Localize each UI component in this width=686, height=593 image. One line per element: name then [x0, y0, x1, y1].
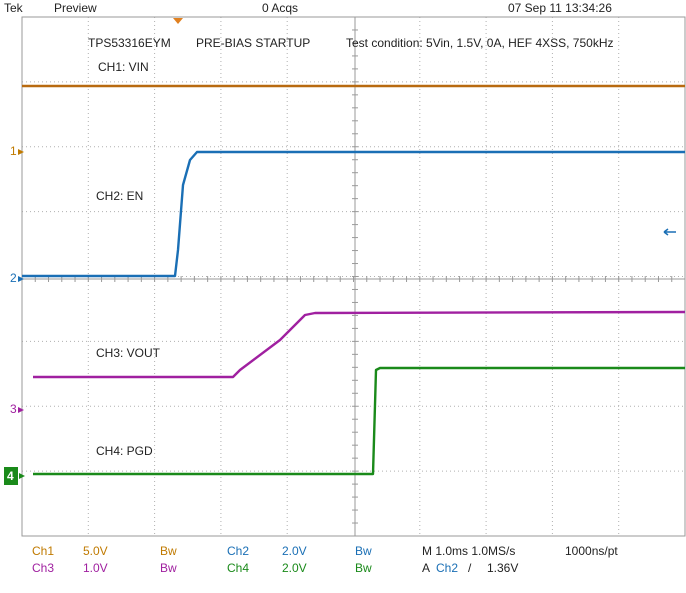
ch3-trace [33, 310, 686, 379]
ch2-marker: 2 [10, 271, 17, 285]
readout-item: / [468, 561, 472, 575]
ch1-label: CH1: VIN [98, 60, 149, 74]
readout-item: Ch2 [436, 561, 458, 575]
trigger-level [663, 228, 676, 236]
ch2-label: CH2: EN [96, 189, 143, 203]
readout-item: 1000ns/pt [565, 544, 618, 558]
readout-item: M 1.0ms 1.0MS/s [422, 544, 515, 558]
readout-item: 2.0V [282, 561, 307, 575]
readout-item: A [422, 561, 430, 575]
readout-item: Bw [355, 561, 372, 575]
ch4-marker-box [4, 467, 18, 485]
readout-item: Bw [160, 544, 177, 558]
mode: Preview [54, 1, 97, 15]
readout-item: Bw [160, 561, 177, 575]
ch4-arrow [19, 473, 25, 479]
readout-item: Ch2 [227, 544, 249, 558]
ch2-arrow [18, 276, 24, 282]
trigger-position [173, 18, 183, 24]
readout: Ch1 5.0V Bw Ch2 2.0V Bw M 1.0ms 1.0MS/s 1000ns/… [32, 544, 618, 575]
ch4-marker: 4 [7, 469, 14, 483]
device-label: TPS53316EYM [88, 36, 171, 50]
ch1-arrow [18, 149, 24, 155]
ch1-marker: 1 [10, 144, 17, 158]
readout-item: Ch4 [227, 561, 249, 575]
readout-item: 2.0V [282, 544, 307, 558]
brand: Tek [4, 1, 24, 15]
timestamp: 07 Sep 11 13:34:26 [508, 1, 612, 15]
readout-item: Bw [355, 544, 372, 558]
readout-item: Ch1 [32, 544, 54, 558]
readout-item: Ch3 [32, 561, 54, 575]
ch3-marker: 3 [10, 402, 17, 416]
readout-item: 5.0V [83, 544, 108, 558]
acquisitions: 0 Acqs [262, 1, 298, 15]
readout-item: 1.0V [83, 561, 108, 575]
test-label: PRE-BIAS STARTUP [196, 36, 310, 50]
ch3-label: CH3: VOUT [96, 346, 161, 360]
readout-item: 1.36V [487, 561, 518, 575]
ch2-trace [22, 150, 685, 278]
ch4-trace [33, 366, 685, 476]
ch4-label: CH4: PGD [96, 444, 153, 458]
ch3-arrow [18, 407, 24, 413]
condition-label: Test condition: 5Vin, 1.5V, 0A, HEF 4XSS… [346, 36, 614, 50]
